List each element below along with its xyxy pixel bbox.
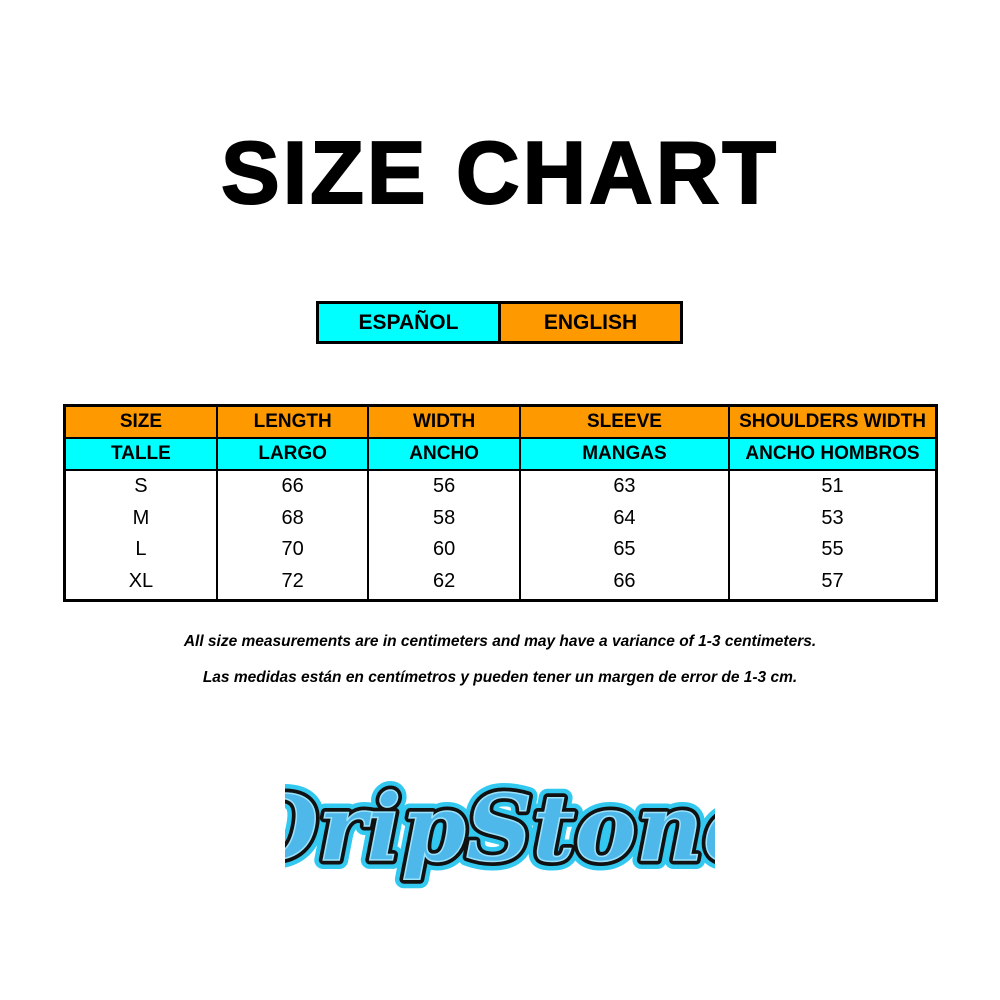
legend-spanish: ESPAÑOL (319, 304, 501, 341)
table-cell: 53 (728, 502, 938, 534)
page-title: SIZE CHART (220, 122, 779, 223)
dripstone-logo: DripStone DripStone DripStone (285, 765, 715, 891)
table-cell: 64 (518, 502, 731, 534)
language-legend: ESPAÑOL ENGLISH (316, 301, 683, 344)
table-cell: 63 (518, 470, 731, 503)
table-cell: 55 (728, 534, 938, 566)
header-cell: ANCHO (367, 437, 521, 471)
header-cell: MANGAS (518, 437, 731, 471)
header-row-spanish: TALLE LARGO ANCHO MANGAS ANCHO HOMBROS (63, 437, 938, 471)
table-cell: 58 (367, 502, 521, 534)
legend-english: ENGLISH (501, 304, 680, 341)
header-cell: LARGO (215, 437, 370, 471)
header-cell: LENGTH (215, 404, 370, 439)
note-english: All size measurements are in centimeters… (183, 633, 817, 650)
table-cell: XL (63, 565, 218, 601)
header-cell: SHOULDERS WIDTH (728, 404, 938, 439)
header-row-english: SIZE LENGTH WIDTH SLEEVE SHOULDERS WIDTH (63, 404, 938, 439)
note-spanish: Las medidas están en centímetros y puede… (202, 669, 798, 686)
header-cell: SLEEVE (518, 404, 731, 439)
size-table: SIZE LENGTH WIDTH SLEEVE SHOULDERS WIDTH… (63, 404, 938, 602)
svg-text:DripStone: DripStone (285, 774, 715, 882)
svg-text:DripStone: DripStone (285, 774, 715, 882)
header-cell: TALLE (63, 437, 218, 471)
table-row: L 70 60 65 55 (63, 534, 938, 566)
table-cell: 65 (518, 534, 731, 566)
table-cell: 62 (367, 565, 521, 601)
table-row: S 66 56 63 51 (63, 470, 938, 503)
table-row: XL 72 62 66 57 (63, 565, 938, 601)
table-cell: M (63, 502, 218, 534)
table-cell: 72 (215, 565, 370, 601)
table-cell: 51 (728, 470, 938, 503)
table-cell: L (63, 534, 218, 566)
table-cell: S (63, 470, 218, 503)
header-cell: ANCHO HOMBROS (728, 437, 938, 471)
table-cell: 60 (367, 534, 521, 566)
header-cell: WIDTH (367, 404, 521, 439)
table-cell: 68 (215, 502, 370, 534)
table-row: M 68 58 64 53 (63, 502, 938, 534)
table-cell: 66 (518, 565, 731, 601)
header-cell: SIZE (63, 404, 218, 439)
table-cell: 70 (215, 534, 370, 566)
table-cell: 57 (728, 565, 938, 601)
svg-text:DripStone: DripStone (285, 774, 715, 882)
table-cell: 66 (215, 470, 370, 503)
table-cell: 56 (367, 470, 521, 503)
